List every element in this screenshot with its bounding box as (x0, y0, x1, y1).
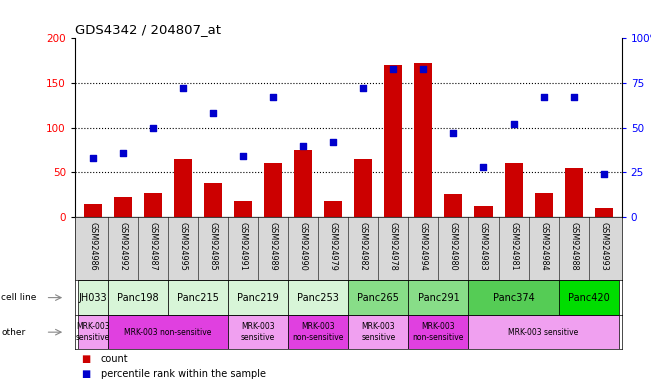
Point (178, 85, 188, 91)
Text: GSM924991: GSM924991 (239, 222, 247, 271)
Bar (264, 164, 282, 217)
Bar (475, 206, 493, 217)
Bar (114, 197, 132, 217)
Text: GSM924982: GSM924982 (359, 222, 368, 271)
Text: GSM924995: GSM924995 (178, 222, 187, 271)
Text: Panc219: Panc219 (237, 293, 279, 303)
Bar (594, 208, 613, 217)
Bar (288, 315, 348, 349)
Text: GSM924990: GSM924990 (299, 222, 308, 271)
Text: JH033: JH033 (79, 293, 107, 303)
Text: GSM924989: GSM924989 (269, 222, 278, 271)
Text: GSM924983: GSM924983 (479, 222, 488, 271)
Text: MRK-003
non-sensitive: MRK-003 non-sensitive (292, 323, 344, 342)
Bar (559, 280, 618, 315)
Text: Panc291: Panc291 (417, 293, 460, 303)
Text: MRK-003 sensitive: MRK-003 sensitive (508, 328, 579, 337)
Bar (354, 159, 372, 217)
Point (298, 142, 309, 149)
Text: Panc420: Panc420 (568, 293, 609, 303)
Bar (294, 150, 312, 217)
Text: percentile rank within the sample: percentile rank within the sample (101, 369, 266, 379)
Bar (469, 280, 559, 315)
Bar (228, 280, 288, 315)
Text: GSM924979: GSM924979 (329, 222, 338, 271)
Bar (384, 65, 402, 217)
Bar (144, 193, 162, 217)
Text: other: other (1, 328, 25, 337)
Text: GSM924984: GSM924984 (539, 222, 548, 271)
Text: GSM924987: GSM924987 (148, 222, 158, 271)
Text: Panc253: Panc253 (298, 293, 339, 303)
Bar (408, 280, 469, 315)
Text: GSM924994: GSM924994 (419, 222, 428, 271)
Bar (348, 280, 408, 315)
Bar (84, 204, 102, 217)
Text: ■: ■ (81, 354, 90, 364)
Text: MRK-003
sensitive: MRK-003 sensitive (241, 323, 275, 342)
Text: MRK-003 non-sensitive: MRK-003 non-sensitive (124, 328, 212, 337)
Text: Panc374: Panc374 (493, 293, 534, 303)
Text: cell line: cell line (1, 293, 36, 302)
Point (118, 150, 128, 156)
Text: count: count (101, 354, 128, 364)
Text: Panc265: Panc265 (357, 293, 399, 303)
Bar (78, 280, 108, 315)
Bar (174, 159, 192, 217)
Text: Panc198: Panc198 (117, 293, 159, 303)
Bar (564, 168, 583, 217)
Bar (505, 164, 523, 217)
Point (148, 124, 158, 131)
Text: Panc215: Panc215 (177, 293, 219, 303)
Bar (168, 280, 228, 315)
Text: ■: ■ (81, 369, 90, 379)
Point (208, 110, 218, 116)
Point (568, 94, 579, 100)
Text: GDS4342 / 204807_at: GDS4342 / 204807_at (75, 23, 221, 36)
Point (598, 171, 609, 177)
Bar (415, 63, 432, 217)
Point (478, 164, 489, 170)
Bar (288, 280, 348, 315)
Point (538, 94, 549, 100)
Point (238, 153, 248, 159)
Bar (445, 194, 462, 217)
Bar (348, 315, 408, 349)
Text: GSM924993: GSM924993 (599, 222, 608, 271)
Text: GSM924988: GSM924988 (569, 222, 578, 271)
Text: MRK-003
sensitive: MRK-003 sensitive (361, 323, 395, 342)
Bar (78, 315, 108, 349)
Text: GSM924992: GSM924992 (118, 222, 128, 271)
Text: GSM924980: GSM924980 (449, 222, 458, 271)
Bar (534, 193, 553, 217)
Text: MRK-003
sensitive: MRK-003 sensitive (76, 323, 110, 342)
Point (449, 130, 459, 136)
Point (508, 121, 519, 127)
Point (268, 94, 279, 100)
Bar (324, 201, 342, 217)
Point (418, 66, 428, 72)
Text: GSM924985: GSM924985 (208, 222, 217, 271)
Bar (469, 315, 618, 349)
Bar (108, 315, 228, 349)
Point (388, 66, 398, 72)
Text: GSM924978: GSM924978 (389, 222, 398, 271)
Point (88, 155, 98, 161)
Bar (108, 280, 168, 315)
Bar (234, 201, 252, 217)
Text: GSM924981: GSM924981 (509, 222, 518, 271)
Text: GSM924986: GSM924986 (89, 222, 98, 271)
Point (358, 85, 368, 91)
Bar (408, 315, 469, 349)
Bar (204, 183, 222, 217)
Point (328, 139, 339, 145)
Bar (228, 315, 288, 349)
Text: MRK-003
non-sensitive: MRK-003 non-sensitive (413, 323, 464, 342)
